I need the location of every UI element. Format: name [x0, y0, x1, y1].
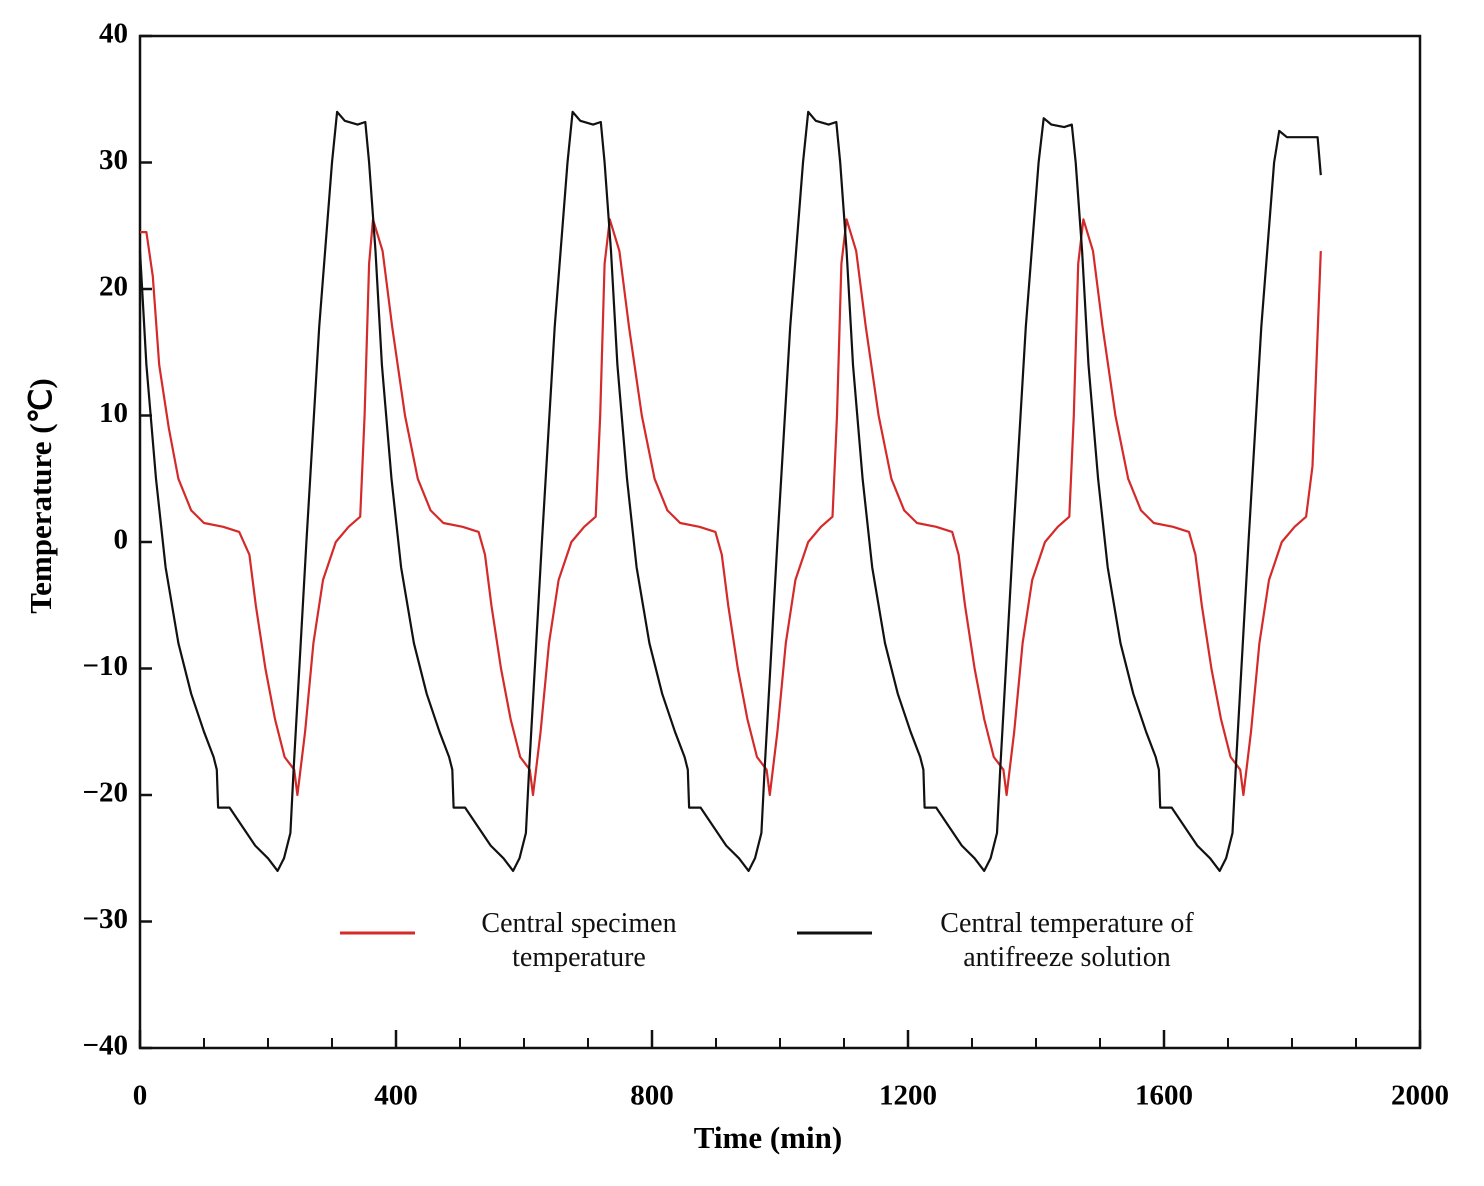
x-tick-label: 800 — [630, 1080, 674, 1112]
legend-label: Central temperature of antifreeze soluti… — [940, 908, 1194, 973]
y-tick-label: −20 — [82, 777, 128, 809]
x-tick-label: 1200 — [879, 1080, 937, 1112]
y-tick-label: 30 — [99, 144, 128, 176]
y-axis-title: Temperature (℃) — [23, 378, 58, 613]
x-tick-label: 400 — [374, 1080, 418, 1112]
x-tick-label: 2000 — [1391, 1080, 1449, 1112]
y-tick-label: −10 — [82, 650, 128, 682]
series-line — [138, 110, 1322, 872]
x-tick-label: 0 — [133, 1080, 148, 1112]
y-tick-label: 40 — [99, 18, 128, 50]
y-tick-label: −40 — [82, 1030, 128, 1062]
y-tick-label: 20 — [99, 271, 128, 303]
y-tick-label: 0 — [114, 524, 129, 556]
x-axis-title: Time (min) — [694, 1120, 842, 1155]
series-line — [140, 218, 1322, 797]
y-tick-label: −30 — [82, 903, 128, 935]
x-tick-label: 1600 — [1135, 1080, 1193, 1112]
y-tick-label: 10 — [99, 397, 128, 429]
legend-label: Central specimen temperature — [481, 908, 677, 973]
plot-frame — [138, 34, 1422, 1050]
